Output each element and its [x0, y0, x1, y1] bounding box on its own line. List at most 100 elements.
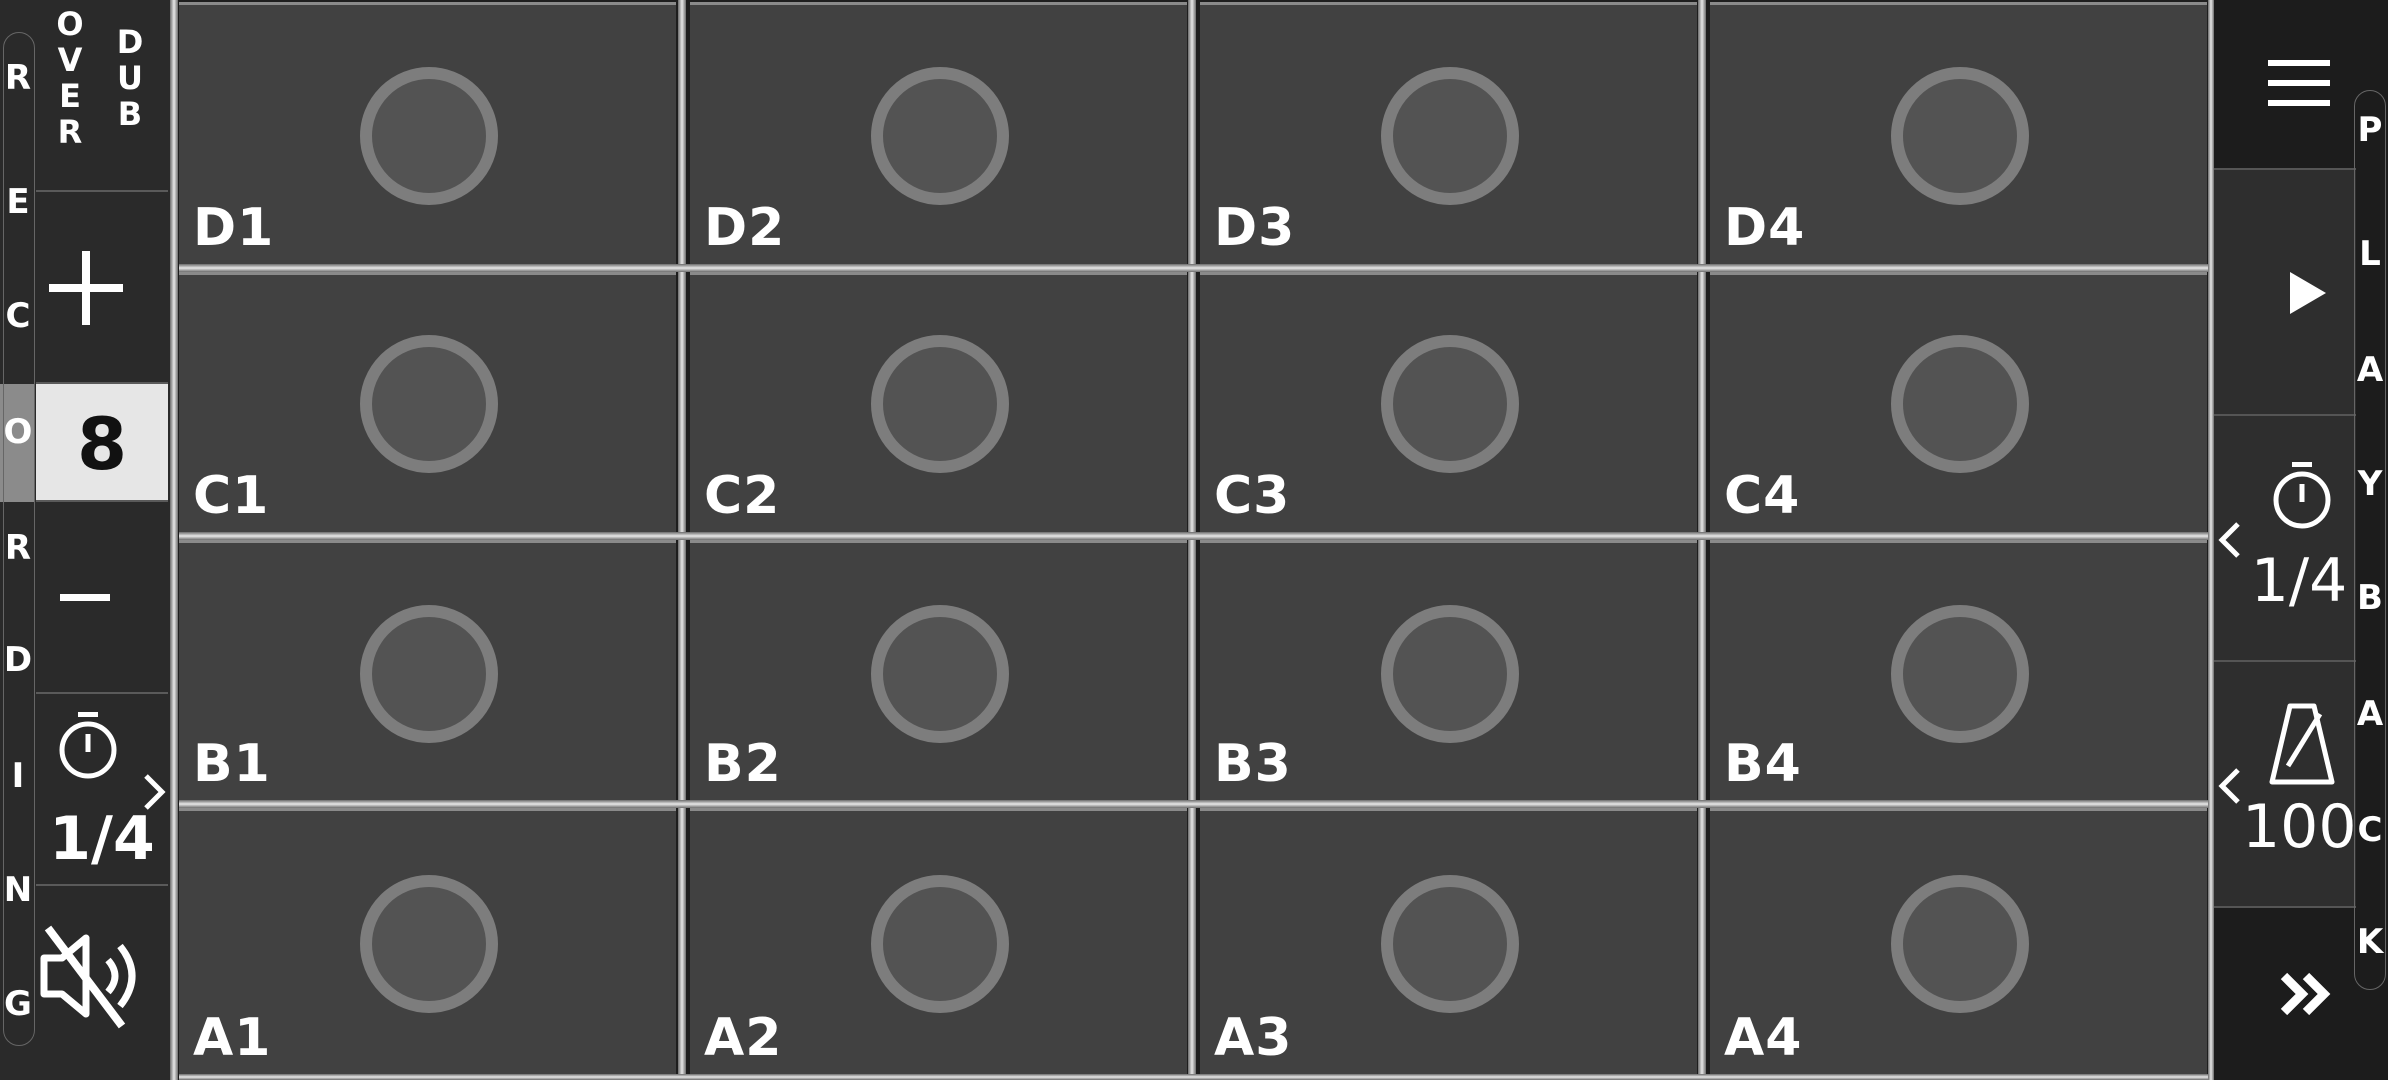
recording-toggle[interactable] — [3, 32, 35, 1046]
increase-button[interactable] — [36, 192, 168, 384]
pad-indicator — [1891, 335, 2029, 473]
decrease-button[interactable] — [36, 502, 168, 694]
playback-letter: C — [2357, 810, 2383, 850]
playback-quantize-button[interactable]: 1/4 — [2214, 416, 2356, 662]
pad-indicator — [871, 605, 1009, 743]
playback-toggle[interactable] — [2354, 90, 2386, 990]
play-icon — [2290, 272, 2326, 314]
playback-letter: A — [2356, 694, 2384, 734]
playback-letter: L — [2359, 234, 2381, 274]
hamburger-icon — [2268, 60, 2330, 106]
left-control-panel: O V E R D U B 8 1/4 — [36, 0, 168, 1080]
pad-c3[interactable]: C3 — [1200, 272, 1697, 532]
recording-letter: E — [6, 182, 30, 222]
pad-indicator — [1381, 605, 1519, 743]
menu-button[interactable] — [2214, 0, 2356, 170]
pad-indicator — [360, 67, 498, 205]
overdub-label-dub: D U B — [116, 23, 144, 133]
pad-label: A2 — [704, 1008, 783, 1068]
pad-label: D3 — [1214, 198, 1296, 258]
pad-indicator — [871, 875, 1009, 1013]
double-chevron-icon — [2280, 972, 2331, 1016]
record-highlight — [0, 384, 35, 502]
loop-count-display: 8 — [36, 384, 168, 502]
grid-divider — [1188, 0, 1196, 1080]
right-control-panel: 1/4 100 — [2214, 0, 2388, 1080]
pad-grid: D1 D2 D3 D4 C1 C2 C3 C4 B1 B2 B3 — [170, 0, 2214, 1080]
pad-label: D2 — [704, 198, 786, 258]
grid-divider — [678, 0, 686, 1080]
pad-c1[interactable]: C1 — [179, 272, 676, 532]
pad-b3[interactable]: B3 — [1200, 540, 1697, 800]
chevron-right-icon — [144, 774, 166, 810]
next-button[interactable] — [2214, 908, 2356, 1080]
pad-label: B3 — [1214, 734, 1292, 794]
pad-d4[interactable]: D4 — [1710, 2, 2207, 264]
overdub-button[interactable]: O V E R D U B — [36, 0, 168, 192]
speaker-muted-icon — [40, 925, 136, 1029]
pad-label: A4 — [1724, 1008, 1803, 1068]
pad-a4[interactable]: A4 — [1710, 808, 2207, 1074]
recording-letter: C — [5, 296, 31, 336]
pad-label: B4 — [1724, 734, 1802, 794]
pad-label: C3 — [1214, 466, 1291, 526]
playback-letter: B — [2357, 578, 2383, 618]
pad-b2[interactable]: B2 — [690, 540, 1187, 800]
grid-divider — [179, 800, 2208, 808]
pad-label: B1 — [193, 734, 271, 794]
pad-a2[interactable]: A2 — [690, 808, 1187, 1074]
pad-label: C1 — [193, 466, 270, 526]
grid-divider — [1698, 0, 1706, 1080]
playback-letter: K — [2356, 922, 2384, 962]
pad-label: C2 — [704, 466, 781, 526]
playback-letter: P — [2357, 110, 2383, 150]
pad-indicator — [871, 335, 1009, 473]
pad-a3[interactable]: A3 — [1200, 808, 1697, 1074]
pad-d2[interactable]: D2 — [690, 2, 1187, 264]
recording-letter: R — [4, 528, 32, 568]
metronome-icon — [2269, 703, 2335, 785]
recording-letter: N — [3, 870, 33, 910]
play-button[interactable] — [2214, 170, 2356, 416]
grid-divider — [179, 1074, 2208, 1080]
pad-c4[interactable]: C4 — [1710, 272, 2207, 532]
playback-letter: Y — [2357, 464, 2383, 504]
recording-letter: G — [4, 984, 32, 1024]
pad-d1[interactable]: D1 — [179, 2, 676, 264]
pad-indicator — [1381, 875, 1519, 1013]
chevron-left-icon — [2218, 522, 2240, 558]
pad-label: B2 — [704, 734, 782, 794]
pad-indicator — [1891, 605, 2029, 743]
pad-d3[interactable]: D3 — [1200, 2, 1697, 264]
pad-indicator — [1891, 875, 2029, 1013]
playback-quantize-value: 1/4 — [2250, 546, 2348, 616]
record-quantize-value: 1/4 — [49, 804, 155, 874]
pad-b4[interactable]: B4 — [1710, 540, 2207, 800]
mute-button[interactable] — [36, 886, 168, 1080]
pad-indicator — [1381, 335, 1519, 473]
grid-divider — [2208, 0, 2214, 1080]
recording-letter: I — [11, 756, 25, 796]
record-quantize-button[interactable]: 1/4 — [36, 694, 168, 886]
recording-letter: D — [3, 640, 33, 680]
playback-letter: A — [2356, 350, 2384, 390]
pad-b1[interactable]: B1 — [179, 540, 676, 800]
tempo-button[interactable]: 100 — [2214, 662, 2357, 908]
pad-label: A1 — [193, 1008, 272, 1068]
overdub-label-over: O V E R — [56, 5, 84, 151]
pad-indicator — [360, 605, 498, 743]
chevron-left-icon — [2218, 768, 2240, 804]
pad-indicator — [1381, 67, 1519, 205]
grid-divider — [179, 264, 2208, 272]
stopwatch-icon — [2273, 462, 2331, 529]
pad-c2[interactable]: C2 — [690, 272, 1187, 532]
left-rail: R E C O R D I N G O V E R D U B 8 — [0, 0, 170, 1080]
loop-count-value: 8 — [76, 402, 128, 486]
pad-indicator — [360, 875, 498, 1013]
pad-label: C4 — [1724, 466, 1801, 526]
stopwatch-icon — [59, 712, 117, 779]
pad-a1[interactable]: A1 — [179, 808, 676, 1074]
pad-indicator — [871, 67, 1009, 205]
recording-letter: O — [3, 412, 33, 452]
pad-label: A3 — [1214, 1008, 1293, 1068]
